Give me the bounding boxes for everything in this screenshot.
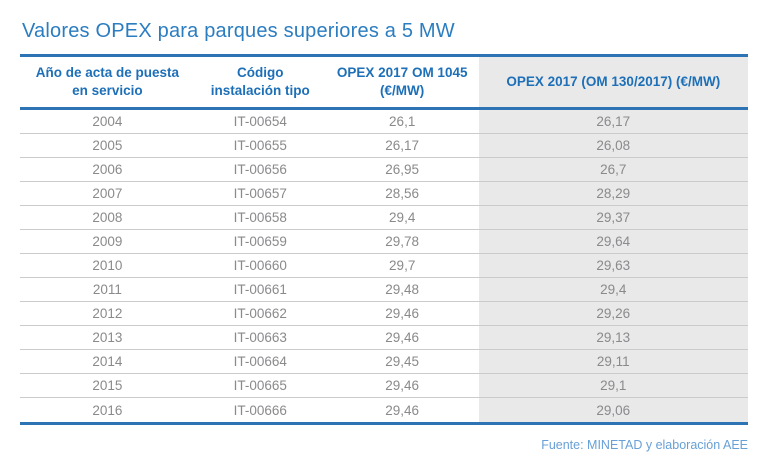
opex-om1045-cell: 29,46 — [385, 402, 420, 418]
year-cell: 2009 — [92, 234, 123, 249]
opex-om1045-cell: 29,4 — [389, 210, 416, 225]
page-title: Valores OPEX para parques superiores a 5… — [22, 20, 455, 42]
code-cell: IT-00663 — [233, 330, 287, 345]
opex-om130-cell: 26,17 — [478, 110, 748, 133]
table-row: 2010 IT-00660 29,7 29,63 — [20, 254, 748, 278]
opex-om130-cell: 26,08 — [478, 134, 748, 157]
code-cell: IT-00664 — [233, 354, 287, 369]
code-cell: IT-00662 — [233, 306, 287, 321]
year-cell: 2005 — [92, 138, 123, 153]
year-cell: 2013 — [92, 330, 123, 345]
header-opex-om130: OPEX 2017 (OM 130/2017) (€/MW) — [478, 57, 748, 107]
opex-om130-cell: 29,13 — [478, 326, 748, 349]
code-cell: IT-00661 — [233, 282, 287, 297]
code-cell: IT-00658 — [233, 210, 287, 225]
opex-om130-cell: 29,06 — [478, 398, 748, 422]
opex-om130-cell: 29,64 — [478, 230, 748, 253]
table-row: 2013 IT-00663 29,46 29,13 — [20, 326, 748, 350]
table-row: 2006 IT-00656 26,95 26,7 — [20, 158, 748, 182]
opex-om1045-cell: 29,46 — [385, 330, 420, 345]
opex-om1045-cell: 29,7 — [389, 258, 416, 273]
opex-om130-cell: 28,29 — [478, 182, 748, 205]
opex-om1045-cell: 28,56 — [385, 186, 420, 201]
header-installation-code: Código instalación tipo — [210, 65, 310, 98]
opex-om130-cell: 29,37 — [478, 206, 748, 229]
year-cell: 2012 — [92, 306, 123, 321]
code-cell: IT-00657 — [233, 186, 287, 201]
opex-om130-cell: 29,26 — [478, 302, 748, 325]
table-row: 2014 IT-00664 29,45 29,11 — [20, 350, 748, 374]
year-cell: 2008 — [92, 210, 123, 225]
code-cell: IT-00654 — [233, 114, 287, 129]
opex-om130-cell: 29,63 — [478, 254, 748, 277]
year-cell: 2015 — [92, 378, 123, 393]
source-note: Fuente: MINETAD y elaboración AEE — [541, 438, 748, 452]
table-row: 2005 IT-00655 26,17 26,08 — [20, 134, 748, 158]
code-cell: IT-00666 — [233, 402, 287, 418]
code-cell: IT-00660 — [233, 258, 287, 273]
table-row: 2016 IT-00666 29,46 29,06 — [20, 398, 748, 422]
year-cell: 2006 — [92, 162, 123, 177]
table-row: 2011 IT-00661 29,48 29,4 — [20, 278, 748, 302]
year-cell: 2011 — [92, 282, 122, 297]
opex-om1045-cell: 29,45 — [385, 354, 420, 369]
table-row: 2009 IT-00659 29,78 29,64 — [20, 230, 748, 254]
table-rows: 2004 IT-00654 26,1 26,17 2005 IT-00655 26,17 26… — [20, 110, 748, 425]
code-cell: IT-00656 — [233, 162, 287, 177]
year-cell: 2007 — [92, 186, 123, 201]
opex-om130-cell: 29,1 — [478, 374, 748, 397]
code-cell: IT-00659 — [233, 234, 287, 249]
opex-om1045-cell: 29,48 — [385, 282, 420, 297]
opex-om1045-cell: 29,46 — [385, 378, 420, 393]
header-year: Año de acta de puesta en servicio — [35, 65, 179, 98]
opex-om1045-cell: 29,46 — [385, 306, 420, 321]
table-row: 2015 IT-00665 29,46 29,1 — [20, 374, 748, 398]
code-cell: IT-00655 — [233, 138, 287, 153]
opex-om1045-cell: 26,95 — [385, 162, 420, 177]
year-cell: 2004 — [92, 114, 123, 129]
year-cell: 2014 — [92, 354, 123, 369]
year-cell: 2016 — [92, 402, 123, 418]
code-cell: IT-00665 — [233, 378, 287, 393]
table-header-row: Año de acta de puesta en servicio Código… — [20, 54, 748, 110]
table-row: 2012 IT-00662 29,46 29,26 — [20, 302, 748, 326]
table-row: 2007 IT-00657 28,56 28,29 — [20, 182, 748, 206]
year-cell: 2010 — [92, 258, 123, 273]
opex-om1045-cell: 26,17 — [385, 138, 420, 153]
opex-om1045-cell: 29,78 — [385, 234, 420, 249]
header-opex-om1045: OPEX 2017 OM 1045 (€/MW) — [336, 65, 468, 98]
opex-om130-cell: 29,11 — [478, 350, 748, 373]
table-row: 2008 IT-00658 29,4 29,37 — [20, 206, 748, 230]
opex-om130-cell: 29,4 — [478, 278, 748, 301]
opex-om130-cell: 26,7 — [478, 158, 748, 181]
table-row: 2004 IT-00654 26,1 26,17 — [20, 110, 748, 134]
opex-om1045-cell: 26,1 — [389, 114, 416, 129]
opex-table: Año de acta de puesta en servicio Código… — [20, 54, 748, 425]
